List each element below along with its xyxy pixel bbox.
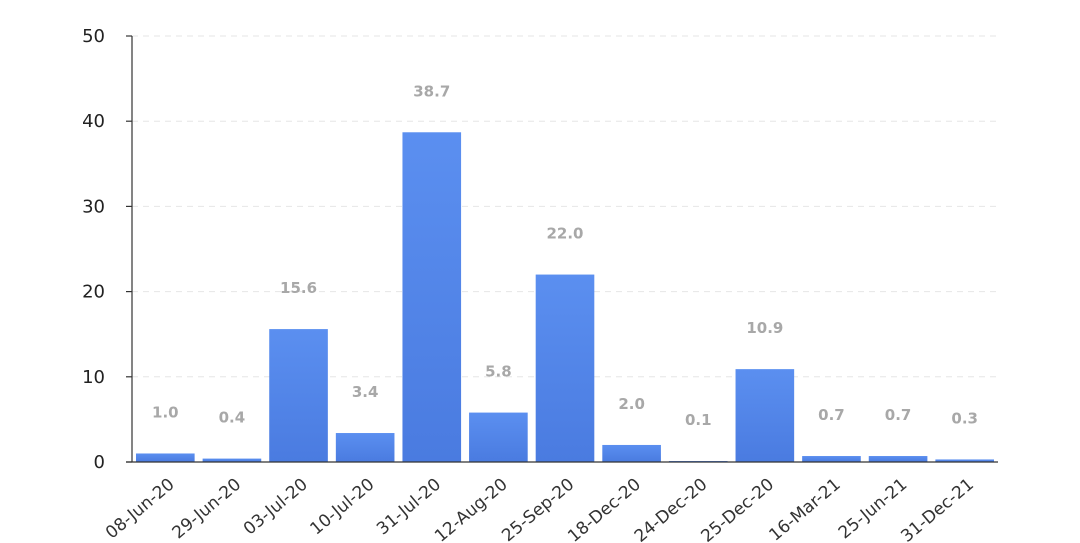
bar	[202, 458, 262, 462]
bar	[535, 274, 595, 462]
y-tick-label: 20	[82, 282, 105, 303]
x-tick-label: 31-Dec-21	[897, 475, 978, 543]
data-label: 22.0	[546, 225, 583, 243]
x-tick-label: 08-Jun-20	[102, 475, 178, 543]
y-tick-label: 10	[82, 367, 105, 388]
bars	[135, 132, 995, 462]
data-label: 0.1	[685, 411, 712, 429]
bar	[335, 433, 395, 462]
bar	[402, 132, 462, 462]
bar	[135, 453, 195, 462]
y-tick-label: 30	[82, 196, 105, 217]
data-label: 0.4	[219, 409, 246, 427]
y-tick-label: 50	[82, 26, 105, 47]
data-label: 0.3	[951, 409, 978, 427]
data-label: 3.4	[352, 383, 379, 401]
x-tick-label: 16-Mar-21	[766, 475, 845, 543]
data-label: 10.9	[746, 319, 783, 337]
axes	[126, 36, 998, 463]
data-label: 1.0	[152, 403, 179, 421]
x-tick-label: 10-Jul-20	[307, 475, 379, 540]
data-label: 2.0	[618, 395, 645, 413]
data-label: 38.7	[413, 82, 450, 100]
y-tick-labels: 0 10 20 30 40 50	[82, 26, 105, 473]
x-tick-labels: 08-Jun-2029-Jun-2003-Jul-2010-Jul-2031-J…	[102, 475, 978, 543]
x-tick-label: 29-Jun-20	[169, 475, 245, 543]
y-tick-label: 0	[94, 452, 105, 473]
bar	[935, 459, 995, 462]
bar	[469, 412, 528, 462]
bar	[269, 329, 328, 462]
x-tick-label: 03-Jul-20	[240, 475, 312, 540]
data-labels: 1.0 0.4 15.6 3.4 38.7 5.8 22.0 2.0 0.1 10.9 0.7 0.7…	[152, 82, 978, 429]
bar	[802, 456, 861, 462]
y-tick-label: 40	[82, 111, 105, 132]
bar	[602, 444, 661, 462]
bar	[868, 456, 928, 462]
bar	[735, 369, 795, 462]
data-label: 0.7	[818, 406, 845, 424]
data-label: 0.7	[885, 406, 912, 424]
data-label: 15.6	[280, 279, 317, 297]
data-label: 5.8	[485, 363, 512, 381]
x-tick-label: 25-Dec-20	[697, 475, 778, 543]
